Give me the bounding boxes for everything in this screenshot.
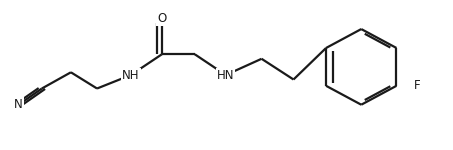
Text: F: F xyxy=(414,79,421,92)
Text: O: O xyxy=(157,12,167,25)
Text: N: N xyxy=(14,98,23,111)
Text: HN: HN xyxy=(217,69,235,81)
Text: NH: NH xyxy=(122,69,140,81)
